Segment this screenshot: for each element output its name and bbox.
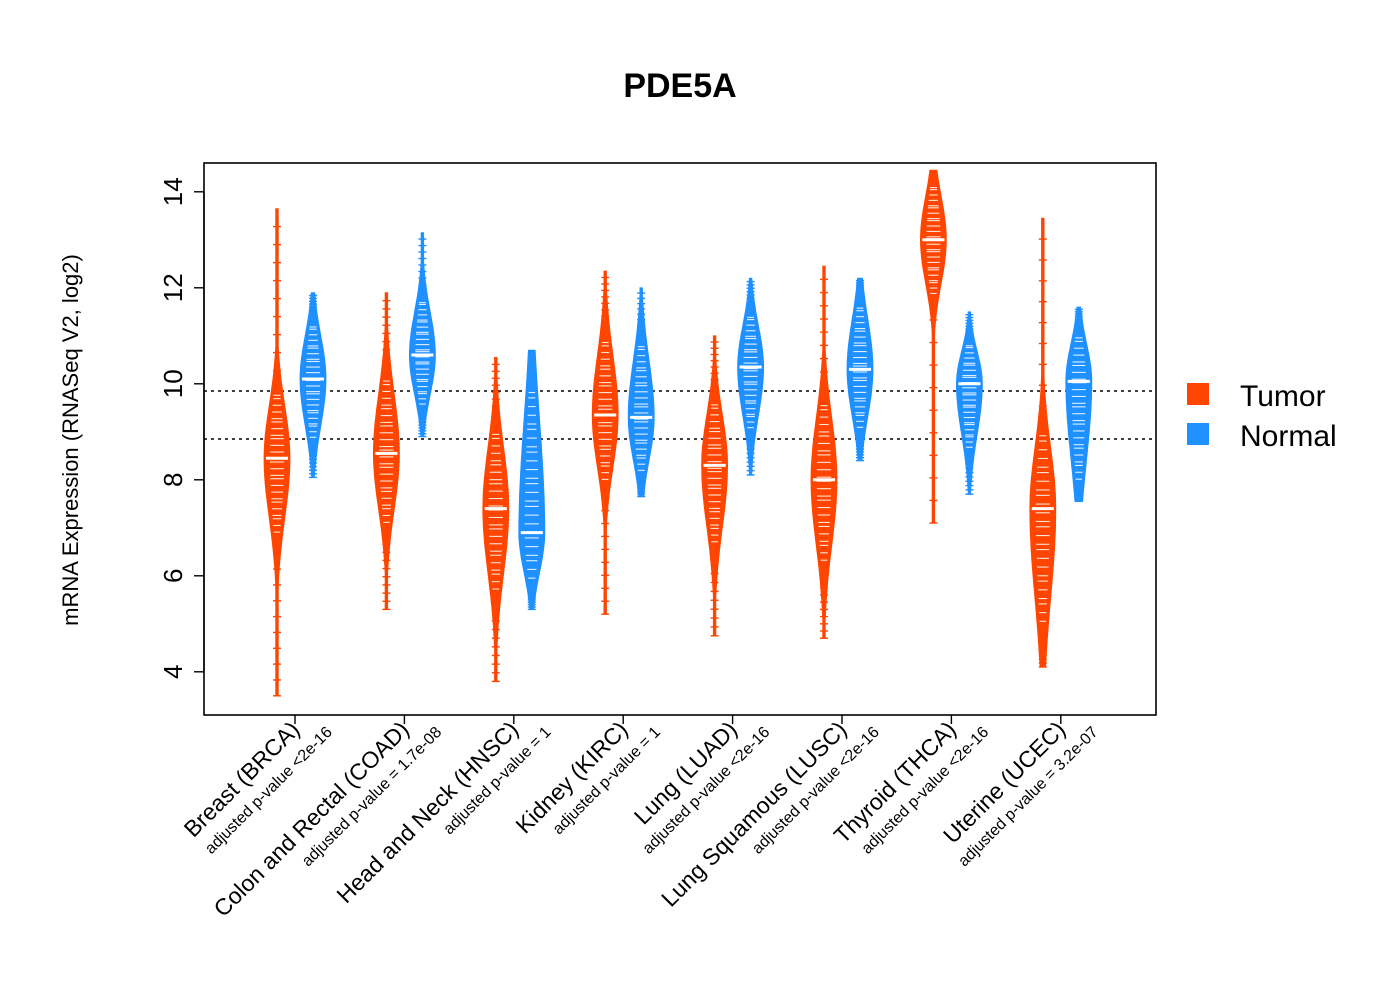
y-tick-label-14: 14 bbox=[158, 177, 188, 206]
legend: Tumor Normal bbox=[1187, 380, 1337, 453]
y-tick-label-6: 6 bbox=[158, 569, 188, 583]
legend-swatch-normal bbox=[1187, 423, 1209, 445]
group-6-tumor-violin bbox=[919, 169, 947, 524]
y-axis: 4 6 8 10 12 14 bbox=[158, 177, 205, 679]
y-axis-label: mRNA Expression (RNASeq V2, log2) bbox=[58, 254, 83, 626]
group-4-tumor-outliers bbox=[710, 341, 719, 637]
group-5-tumor-violin bbox=[810, 265, 838, 639]
group-7-tumor-sample-ticks bbox=[1035, 435, 1050, 622]
group-0-tumor-sample-ticks bbox=[269, 394, 285, 533]
group-0-tumor-outliers bbox=[273, 225, 281, 697]
y-tick-label-4: 4 bbox=[158, 665, 188, 679]
group-3-normal-sample-ticks bbox=[634, 346, 649, 471]
group-5-normal-outliers bbox=[856, 279, 864, 462]
group-4-tumor-sample-ticks bbox=[707, 404, 722, 543]
group-5-normal-sample-ticks bbox=[852, 307, 868, 428]
group-6-tumor-sample-ticks bbox=[926, 187, 941, 294]
group-1-normal-outliers bbox=[418, 238, 427, 438]
group-4-normal-sample-ticks bbox=[743, 316, 758, 429]
group-0-normal-violin bbox=[299, 292, 327, 478]
group-1-tumor-violin bbox=[373, 292, 400, 610]
group-6-tumor-outliers bbox=[929, 170, 938, 524]
y-tick-label-12: 12 bbox=[158, 273, 188, 302]
group-5-tumor-outliers bbox=[820, 278, 828, 639]
group-3-tumor-outliers bbox=[601, 276, 610, 615]
y-tick-label-10: 10 bbox=[158, 369, 188, 398]
group-1-normal-sample-ticks bbox=[415, 302, 430, 405]
group-2-normal-outliers bbox=[527, 352, 536, 611]
group-7-normal-outliers bbox=[1074, 308, 1083, 503]
group-7-normal-sample-ticks bbox=[1071, 337, 1086, 480]
group-7-tumor-outliers bbox=[1038, 238, 1047, 668]
group-3-normal-outliers bbox=[637, 292, 646, 498]
legend-swatch-tumor bbox=[1187, 383, 1209, 405]
group-1-tumor-outliers bbox=[382, 300, 391, 611]
x-axis: Breast (BRCA)adjusted p-value <2e-16Colo… bbox=[179, 715, 1102, 922]
group-7-tumor-violin bbox=[1029, 217, 1057, 668]
y-tick-label-8: 8 bbox=[158, 473, 188, 487]
group-1-tumor-sample-ticks bbox=[379, 380, 394, 523]
legend-label-normal: Normal bbox=[1240, 420, 1337, 453]
group-2-normal-sample-ticks bbox=[524, 391, 539, 579]
group-0-normal-outliers bbox=[309, 294, 317, 479]
group-4-normal-outliers bbox=[746, 280, 755, 476]
group-2-tumor-outliers bbox=[491, 363, 500, 683]
group-6-normal-violin bbox=[956, 311, 983, 495]
chart-title: PDE5A bbox=[623, 67, 736, 105]
group-7-normal-violin bbox=[1065, 306, 1093, 502]
group-2-tumor-violin bbox=[482, 357, 510, 682]
legend-label-tumor: Tumor bbox=[1240, 380, 1326, 413]
group-2-normal-violin bbox=[518, 349, 546, 610]
group-2-tumor-sample-ticks bbox=[488, 433, 503, 590]
group-4-tumor-violin bbox=[701, 335, 729, 637]
group-6-normal-outliers bbox=[965, 313, 974, 495]
